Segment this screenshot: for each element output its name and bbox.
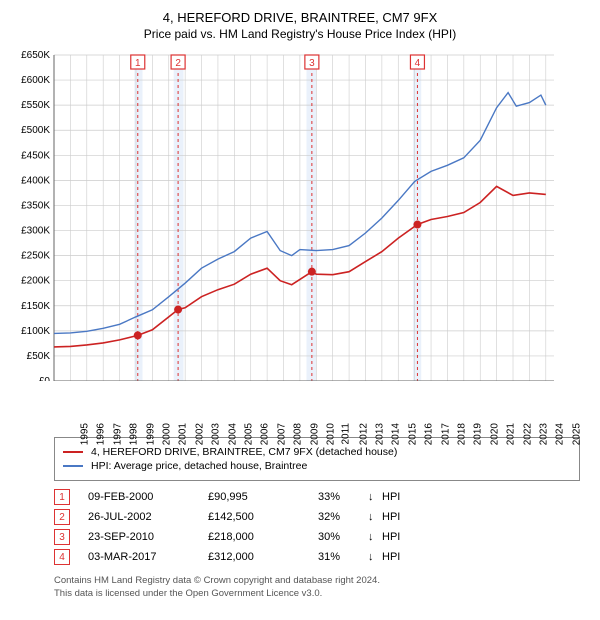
event-pct: 30% — [318, 531, 368, 543]
svg-text:2: 2 — [175, 58, 181, 69]
svg-text:£650K: £650K — [21, 51, 50, 61]
event-row: 4 03-MAR-2017£312,00031%↓HPI — [54, 549, 580, 565]
event-price: £90,995 — [208, 491, 318, 503]
svg-text:1: 1 — [135, 58, 141, 69]
event-date: 09-FEB-2000 — [88, 491, 208, 503]
event-pct: 31% — [318, 551, 368, 563]
event-price: £312,000 — [208, 551, 318, 563]
x-tick-label: 2014 — [391, 423, 402, 445]
svg-text:£500K: £500K — [21, 125, 50, 136]
down-arrow-icon: ↓ — [368, 531, 382, 543]
down-arrow-icon: ↓ — [368, 491, 382, 503]
svg-text:£150K: £150K — [21, 301, 50, 312]
x-tick-label: 2016 — [424, 423, 435, 445]
x-tick-label: 2021 — [505, 423, 516, 445]
event-hpi-label: HPI — [382, 551, 400, 563]
event-pct: 32% — [318, 511, 368, 523]
svg-text:£100K: £100K — [21, 326, 50, 337]
x-tick-label: 2004 — [227, 423, 238, 445]
x-tick-label: 2013 — [374, 423, 385, 445]
x-tick-label: 2003 — [210, 423, 221, 445]
x-tick-label: 2018 — [456, 423, 467, 445]
event-badge: 2 — [54, 509, 70, 525]
event-date: 26-JUL-2002 — [88, 511, 208, 523]
x-tick-label: 2025 — [571, 423, 582, 445]
x-tick-label: 2009 — [309, 423, 320, 445]
x-tick-label: 2000 — [161, 423, 172, 445]
svg-text:£0: £0 — [39, 376, 51, 381]
x-tick-label: 2015 — [407, 423, 418, 445]
svg-text:£300K: £300K — [21, 226, 50, 237]
events-table: 109-FEB-2000£90,99533%↓HPI226-JUL-2002£1… — [54, 489, 580, 565]
x-tick-label: 2012 — [358, 423, 369, 445]
x-tick-label: 2023 — [538, 423, 549, 445]
svg-text:£400K: £400K — [21, 175, 50, 186]
svg-text:4: 4 — [415, 58, 421, 69]
chart-svg: £0 £50K £100K £150K £200K £250K £300K £350K £400… — [10, 51, 560, 381]
chart-area: £0 £50K £100K £150K £200K £250K £300K £350K £400… — [10, 51, 590, 391]
event-price: £142,500 — [208, 511, 318, 523]
x-tick-label: 2010 — [325, 423, 336, 445]
x-tick-label: 2017 — [440, 423, 451, 445]
svg-text:£250K: £250K — [21, 251, 50, 262]
svg-text:£600K: £600K — [21, 75, 50, 86]
event-date: 03-MAR-2017 — [88, 551, 208, 563]
svg-text:3: 3 — [309, 58, 315, 69]
svg-text:£550K: £550K — [21, 100, 50, 111]
footer-attribution: Contains HM Land Registry data © Crown c… — [54, 575, 580, 601]
event-price: £218,000 — [208, 531, 318, 543]
x-tick-label: 1995 — [79, 423, 90, 445]
event-row: 1 09-FEB-2000£90,99533%↓HPI — [54, 489, 580, 505]
x-tick-label: 2019 — [473, 423, 484, 445]
legend-swatch — [63, 465, 83, 467]
event-hpi-label: HPI — [382, 531, 400, 543]
legend-swatch — [63, 451, 83, 453]
event-badge: 4 — [54, 549, 70, 565]
svg-text:£50K: £50K — [27, 351, 51, 362]
x-tick-label: 2022 — [522, 423, 533, 445]
footer-line: Contains HM Land Registry data © Crown c… — [54, 575, 580, 588]
event-badge: 1 — [54, 489, 70, 505]
event-hpi-label: HPI — [382, 511, 400, 523]
svg-text:£200K: £200K — [21, 276, 50, 287]
x-tick-label: 2020 — [489, 423, 500, 445]
x-tick-label: 1997 — [112, 423, 123, 445]
x-tick-label: 2024 — [555, 423, 566, 445]
footer-line: This data is licensed under the Open Gov… — [54, 588, 580, 601]
x-tick-label: 2001 — [178, 423, 189, 445]
svg-text:£350K: £350K — [21, 200, 50, 211]
svg-text:£450K: £450K — [21, 150, 50, 161]
x-tick-label: 2005 — [243, 423, 254, 445]
event-hpi-label: HPI — [382, 491, 400, 503]
event-date: 23-SEP-2010 — [88, 531, 208, 543]
x-tick-label: 1998 — [128, 423, 139, 445]
x-tick-label: 2008 — [292, 423, 303, 445]
x-tick-label: 1996 — [96, 423, 107, 445]
event-row: 2 26-JUL-2002£142,50032%↓HPI — [54, 509, 580, 525]
x-tick-label: 2007 — [276, 423, 287, 445]
legend-item: 4, HEREFORD DRIVE, BRAINTREE, CM7 9FX (d… — [63, 446, 571, 458]
event-badge: 3 — [54, 529, 70, 545]
x-tick-label: 2002 — [194, 423, 205, 445]
event-row: 3 23-SEP-2010£218,00030%↓HPI — [54, 529, 580, 545]
x-tick-label: 2011 — [341, 423, 352, 445]
down-arrow-icon: ↓ — [368, 511, 382, 523]
event-pct: 33% — [318, 491, 368, 503]
x-axis-labels: 1995199619971998199920002001200220032004… — [54, 395, 584, 429]
legend-label: 4, HEREFORD DRIVE, BRAINTREE, CM7 9FX (d… — [91, 446, 397, 458]
legend-label: HPI: Average price, detached house, Brai… — [91, 460, 307, 472]
legend-item: HPI: Average price, detached house, Brai… — [63, 460, 571, 472]
down-arrow-icon: ↓ — [368, 551, 382, 563]
x-tick-label: 2006 — [260, 423, 271, 445]
x-tick-label: 1999 — [145, 423, 156, 445]
chart-subtitle: Price paid vs. HM Land Registry's House … — [10, 27, 590, 41]
chart-title: 4, HEREFORD DRIVE, BRAINTREE, CM7 9FX — [10, 10, 590, 25]
